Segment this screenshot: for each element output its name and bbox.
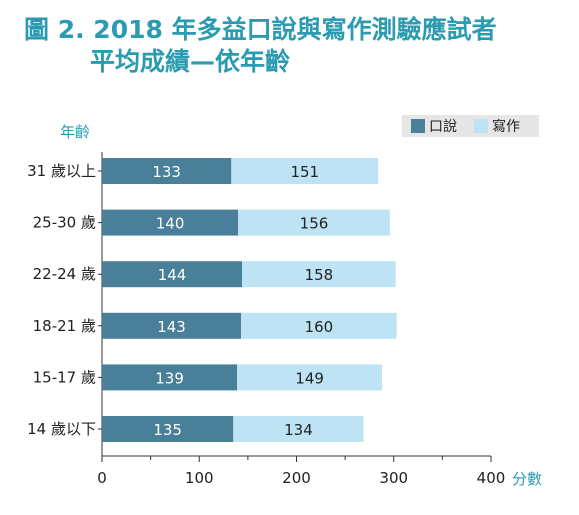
data-label-speaking: 135 bbox=[153, 421, 182, 439]
bar-writing bbox=[238, 209, 390, 236]
category-label: 22-24 歲 bbox=[33, 265, 96, 283]
data-label-writing: 156 bbox=[300, 215, 329, 233]
chart-title-line2: 平均成績—依年齡 bbox=[90, 47, 291, 76]
bar-writing bbox=[242, 261, 396, 288]
data-label-writing: 151 bbox=[290, 163, 319, 181]
legend-background bbox=[402, 115, 539, 137]
data-label-speaking: 143 bbox=[157, 318, 186, 336]
bar-speaking bbox=[102, 364, 238, 391]
data-label-speaking: 133 bbox=[152, 163, 181, 181]
x-tick-label: 300 bbox=[379, 469, 408, 487]
category-label: 15-17 歲 bbox=[33, 368, 96, 386]
x-tick-label: 100 bbox=[185, 469, 214, 487]
data-label-speaking: 140 bbox=[156, 215, 185, 233]
category-label: 25-30 歲 bbox=[33, 214, 96, 232]
legend-label-writing: 寫作 bbox=[492, 118, 520, 135]
bar-speaking bbox=[102, 261, 243, 288]
y-axis-label: 年齡 bbox=[60, 123, 90, 141]
bar-speaking bbox=[102, 312, 242, 339]
legend-swatch-speaking bbox=[411, 119, 425, 133]
legend-swatch-writing bbox=[474, 119, 488, 133]
bar-speaking bbox=[102, 209, 239, 236]
bar-speaking bbox=[102, 158, 232, 184]
x-tick-label: 200 bbox=[282, 469, 311, 487]
data-label-speaking: 144 bbox=[158, 266, 187, 284]
category-label: 14 歲以下 bbox=[27, 420, 96, 438]
data-label-writing: 134 bbox=[284, 421, 313, 439]
x-axis-unit: 分數 bbox=[512, 470, 542, 488]
bar-writing bbox=[241, 312, 397, 339]
x-tick-label: 400 bbox=[477, 469, 506, 487]
x-tick-label: 0 bbox=[97, 469, 107, 487]
data-label-writing: 160 bbox=[305, 318, 334, 336]
category-label: 31 歲以上 bbox=[27, 162, 96, 180]
chart-title: 圖 2. 2018 年多益口說與寫作測驗應試者 平均成績—依年齡 bbox=[24, 14, 564, 78]
bar-writing bbox=[231, 158, 379, 184]
bar-speaking bbox=[102, 416, 234, 442]
data-label-speaking: 139 bbox=[155, 369, 184, 387]
category-label: 18-21 歲 bbox=[33, 317, 96, 335]
bar-writing bbox=[233, 416, 364, 442]
data-label-writing: 149 bbox=[295, 369, 324, 387]
plot-area: 0 100 200 300 400 31 歲以上 133 151 25-30 歲 140 156 22… bbox=[27, 152, 505, 487]
data-label-writing: 158 bbox=[305, 266, 334, 284]
chart-title-line1: 圖 2. 2018 年多益口說與寫作測驗應試者 bbox=[24, 15, 497, 44]
legend-label-speaking: 口說 bbox=[429, 118, 457, 135]
bar-writing bbox=[237, 364, 383, 391]
